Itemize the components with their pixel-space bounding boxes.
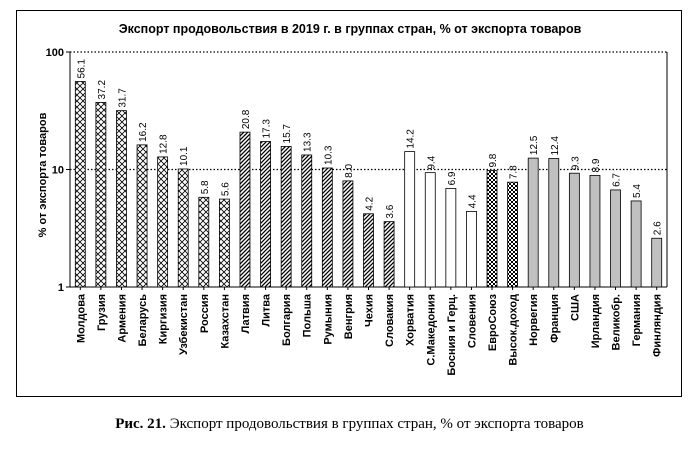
category-label: Босния и Герц. xyxy=(446,294,458,376)
bar xyxy=(610,189,621,288)
category-label: Ирландия xyxy=(590,294,602,348)
y-axis-label: % от экспорта товаров xyxy=(37,112,49,237)
bar xyxy=(404,151,416,288)
category-label: Высок.доход xyxy=(508,294,520,366)
bar xyxy=(116,110,127,288)
bar xyxy=(383,221,395,288)
caption-text: Экспорт продовольствия в группах стран, … xyxy=(169,416,584,432)
bar xyxy=(239,131,251,288)
category-label: Болгария xyxy=(281,294,293,346)
data-label: 9.4 xyxy=(426,155,437,169)
figure-caption: Рис. 21. Экспорт продовольствия в группа… xyxy=(0,416,699,433)
category-label: Армения xyxy=(116,294,128,343)
data-label: 6.9 xyxy=(447,171,458,185)
data-label: 13.3 xyxy=(303,132,314,152)
category-label: США xyxy=(569,294,581,321)
bar xyxy=(363,213,374,288)
category-label: Польша xyxy=(302,293,314,337)
bar xyxy=(74,81,86,288)
data-label: 16.2 xyxy=(138,122,149,142)
category-label: Словения xyxy=(466,294,478,348)
category-label: Узбекистан xyxy=(178,294,190,355)
category-label: Финляндия xyxy=(652,294,664,357)
data-label: 2.6 xyxy=(653,221,664,235)
chart-frame: Экспорт продовольствия в 2019 г. в групп… xyxy=(16,10,682,397)
bar xyxy=(486,170,498,288)
category-label: Словакия xyxy=(384,294,396,347)
y-tick-label: 10 xyxy=(52,165,64,177)
category-label: Казахстан xyxy=(219,294,231,349)
chart-title: Экспорт продовольствия в 2019 г. в групп… xyxy=(119,22,582,36)
bar xyxy=(260,141,271,288)
data-label: 37.2 xyxy=(97,80,108,100)
bar xyxy=(589,175,601,288)
data-label: 17.3 xyxy=(262,119,273,139)
category-label: Россия xyxy=(199,294,211,333)
data-label: 5.6 xyxy=(220,182,231,196)
data-label: 15.7 xyxy=(282,124,293,144)
category-label: Германия xyxy=(631,294,643,346)
category-label: Молдова xyxy=(75,293,87,343)
data-label: 56.1 xyxy=(76,59,87,79)
category-label: Хорватия xyxy=(405,294,417,346)
data-label: 6.7 xyxy=(612,173,623,187)
category-label: Чехия xyxy=(364,294,376,327)
bar xyxy=(445,188,457,288)
category-label: Беларусь xyxy=(137,294,149,347)
bar xyxy=(136,144,148,288)
data-label: 5.4 xyxy=(632,184,643,198)
category-label: ЕвроСоюз xyxy=(487,293,499,351)
y-tick-label: 100 xyxy=(46,47,64,59)
bar xyxy=(548,158,560,288)
data-label: 31.7 xyxy=(117,88,128,108)
bar xyxy=(527,157,539,288)
category-label: Киргизия xyxy=(158,294,170,344)
data-label: 4.4 xyxy=(467,194,478,208)
data-label: 5.8 xyxy=(200,180,211,194)
food-export-chart: Экспорт продовольствия в 2019 г. в групп… xyxy=(37,22,668,376)
bar xyxy=(280,146,292,288)
bar xyxy=(157,156,169,288)
plot-area: 1 10 100 56.1 Молдова 37.2 Грузия 31.7 Армения 16… xyxy=(46,47,668,376)
data-label: 8.0 xyxy=(344,164,355,178)
caption-label: Рис. 21. xyxy=(115,416,166,432)
bar xyxy=(198,196,210,288)
data-label: 10.3 xyxy=(323,145,334,165)
category-label: Венгрия xyxy=(343,294,355,339)
bar xyxy=(95,102,107,288)
bar xyxy=(301,154,313,288)
category-label: Норвегия xyxy=(528,294,540,346)
category-label: Латвия xyxy=(240,294,252,333)
data-label: 8.9 xyxy=(591,158,602,172)
data-label: 9.8 xyxy=(488,153,499,167)
data-label: 12.4 xyxy=(550,136,561,156)
y-tick-label: 1 xyxy=(58,282,64,294)
data-label: 20.8 xyxy=(241,109,252,129)
category-label: Франция xyxy=(549,294,561,343)
category-label: Грузия xyxy=(96,294,108,331)
category-label: Великобр. xyxy=(611,294,623,350)
bar xyxy=(177,168,189,288)
data-label: 7.8 xyxy=(509,165,520,179)
data-label: 3.6 xyxy=(385,204,396,218)
data-label: 14.2 xyxy=(406,129,417,149)
data-label: 4.2 xyxy=(365,196,376,210)
bar xyxy=(651,237,663,288)
category-label: С.Македония xyxy=(425,294,437,366)
bar xyxy=(321,167,333,288)
bar xyxy=(568,172,580,288)
bar xyxy=(466,210,477,288)
category-label: Румыния xyxy=(322,294,334,345)
data-label: 12.8 xyxy=(159,134,170,154)
data-label: 12.5 xyxy=(529,135,540,155)
data-label: 9.3 xyxy=(570,156,581,170)
bar xyxy=(424,172,436,288)
bar xyxy=(342,180,354,288)
category-label: Литва xyxy=(261,293,273,326)
bar xyxy=(630,200,642,288)
data-label: 10.1 xyxy=(179,146,190,166)
bar xyxy=(507,181,519,288)
bar xyxy=(218,198,230,288)
